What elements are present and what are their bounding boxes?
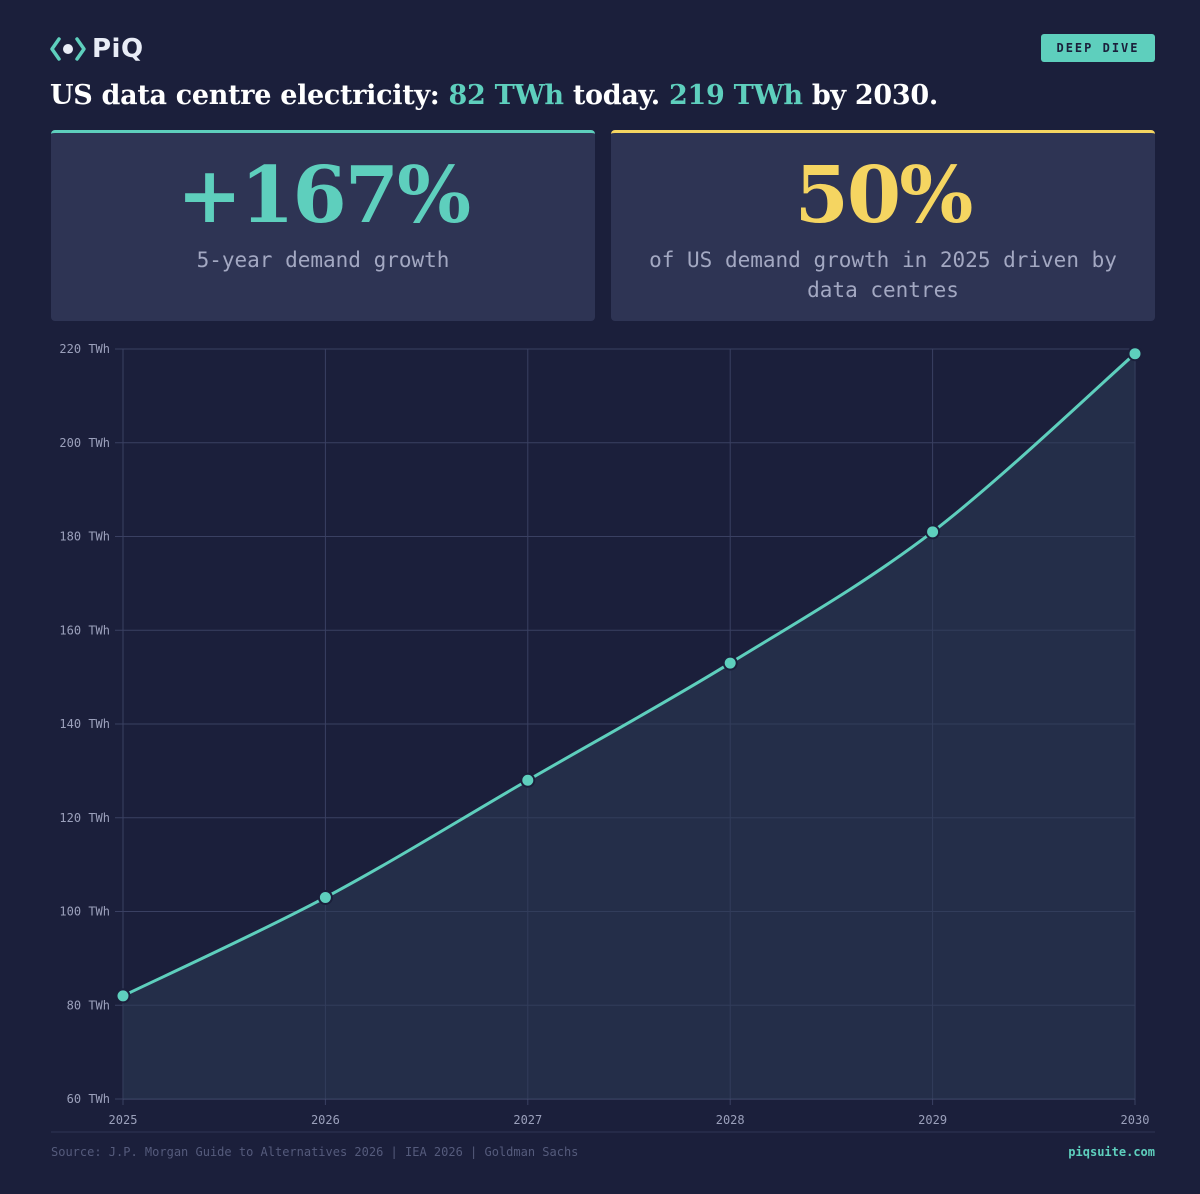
data-points	[115, 346, 1143, 1004]
y-axis-labels: 60 TWh 80 TWh 100 TWh 120 TWh 140 TWh 160 TWh…	[59, 342, 110, 1106]
y-tick-label: 80 TWh	[67, 998, 110, 1012]
stat-value-growth: +167%	[176, 150, 471, 241]
y-tick-label: 220 TWh	[59, 342, 110, 356]
stat-card-growth: +167% 5-year demand growth	[51, 130, 595, 321]
y-tick-label: 140 TWh	[59, 717, 110, 731]
x-tick-label: 2028	[716, 1113, 745, 1127]
deep-dive-badge: DEEP DIVE	[1041, 34, 1155, 62]
piq-logo: PiQ	[50, 34, 144, 64]
website-link[interactable]: piqsuite.com	[1068, 1145, 1155, 1159]
x-tick-label: 2029	[918, 1113, 947, 1127]
stat-value-share: 50%	[794, 150, 974, 241]
data-point	[520, 772, 536, 788]
y-tick-label: 160 TWh	[59, 623, 110, 637]
stat-label-share: of US demand growth in 2025 driven by da…	[649, 248, 1117, 302]
stat-label-growth: 5-year demand growth	[196, 248, 450, 272]
y-tick-label: 60 TWh	[67, 1092, 110, 1106]
x-axis-labels: 2025 2026 2027 2028 2029 2030	[109, 1113, 1150, 1127]
x-tick-label: 2030	[1121, 1113, 1150, 1127]
data-point	[925, 524, 941, 540]
headline-part-1: US data centre electricity:	[50, 80, 449, 111]
stat-card-share: 50% of US demand growth in 2025 driven b…	[611, 130, 1155, 321]
y-tick-label: 180 TWh	[59, 530, 110, 544]
x-tick-label: 2026	[311, 1113, 340, 1127]
y-tick-label: 200 TWh	[59, 436, 110, 450]
area-fill	[123, 353, 1135, 1099]
headline-part-2: today.	[563, 80, 670, 111]
data-point	[722, 655, 738, 671]
headline-value-today: 82 TWh	[448, 80, 565, 111]
data-point	[317, 889, 333, 905]
headline-part-3: by 2030.	[802, 80, 938, 111]
y-tick-label: 120 TWh	[59, 811, 110, 825]
series-line	[121, 352, 1137, 998]
x-tick-label: 2025	[109, 1113, 138, 1127]
logo-text: PiQ	[92, 34, 144, 64]
y-tick-label: 100 TWh	[59, 905, 110, 919]
page-title: US data centre electricity: 82 TWh today…	[50, 80, 938, 111]
piq-bracket-eye-icon	[50, 37, 86, 61]
x-tick-label: 2027	[513, 1113, 542, 1127]
data-point	[1127, 346, 1143, 362]
source-note: Source: J.P. Morgan Guide to Alternative…	[51, 1145, 579, 1159]
headline-value-2030: 219 TWh	[669, 80, 803, 111]
data-point	[115, 988, 131, 1004]
